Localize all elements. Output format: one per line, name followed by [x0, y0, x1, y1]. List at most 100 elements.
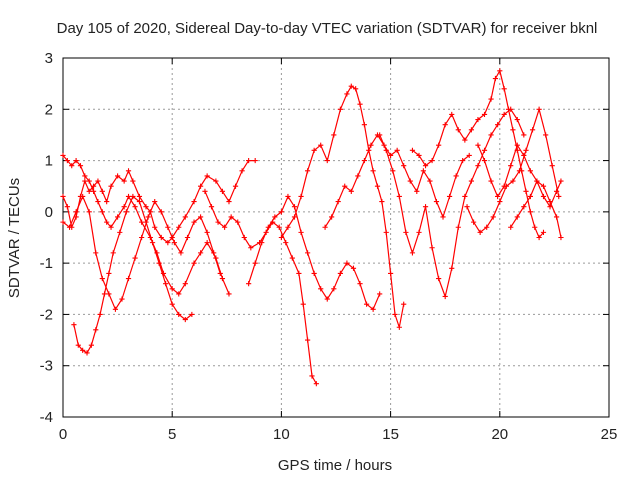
data-point: [543, 132, 549, 138]
data-point: [433, 199, 440, 205]
data-point: [84, 350, 90, 356]
x-tick-label: 0: [59, 426, 67, 443]
series-line: [477, 144, 562, 208]
satellite-track-09: [377, 106, 527, 300]
data-point: [125, 193, 132, 200]
data-point: [377, 132, 383, 138]
series-line: [204, 191, 317, 384]
data-point: [226, 291, 232, 297]
data-point: [176, 311, 182, 318]
data-point: [265, 224, 271, 230]
data-point: [558, 178, 564, 184]
data-point: [481, 111, 488, 118]
data-point: [383, 229, 389, 235]
data-point: [106, 291, 112, 297]
satellite-track-07: [278, 83, 407, 330]
data-point: [169, 301, 175, 307]
y-axis-title: SDTVAR / TECUs: [6, 178, 23, 298]
data-point: [311, 147, 317, 153]
data-point: [136, 199, 143, 205]
data-point: [368, 142, 374, 148]
data-point: [184, 234, 191, 241]
data-point: [394, 147, 400, 153]
data-point: [112, 306, 119, 312]
data-point: [379, 199, 385, 205]
data-point: [211, 250, 217, 256]
data-point: [468, 178, 475, 184]
satellite-track-03: [71, 193, 195, 356]
data-point: [495, 193, 501, 200]
data-point: [99, 188, 105, 194]
data-point: [527, 193, 533, 200]
data-point: [125, 275, 132, 282]
series-layer: [60, 68, 564, 387]
data-point: [176, 291, 182, 297]
data-point: [383, 147, 389, 153]
data-point: [529, 127, 536, 133]
data-point: [108, 183, 114, 189]
data-point: [409, 250, 416, 256]
data-point: [104, 219, 110, 225]
data-point: [536, 234, 542, 241]
chart-title: Day 105 of 2020, Sidereal Day-to-day VTE…: [57, 20, 598, 37]
data-point: [278, 209, 284, 215]
y-tick-labels: -4 -3 -2 -1 0 1 2 3: [40, 50, 53, 426]
data-point: [331, 286, 337, 292]
data-point: [388, 152, 394, 159]
data-point: [125, 168, 132, 174]
data-point: [60, 193, 66, 200]
data-point: [285, 224, 291, 230]
data-point: [553, 188, 560, 194]
data-point: [481, 157, 488, 164]
data-point: [540, 229, 547, 235]
data-point: [514, 116, 520, 123]
series-line: [73, 195, 193, 354]
data-point: [540, 193, 547, 200]
data-point: [462, 137, 468, 143]
data-point: [241, 234, 247, 241]
series-line: [248, 195, 381, 310]
x-tick-label: 25: [601, 426, 618, 443]
data-point: [477, 229, 483, 235]
data-point: [508, 163, 514, 169]
data-point: [80, 347, 86, 353]
data-point: [291, 214, 298, 220]
x-tick-label: 5: [168, 426, 176, 443]
data-point: [357, 281, 363, 287]
data-point: [95, 199, 101, 205]
satellite-track-08: [322, 132, 472, 230]
data-point: [215, 219, 221, 225]
data-point: [322, 224, 328, 230]
x-tick-label: 15: [382, 426, 399, 443]
data-point: [490, 214, 496, 220]
data-point: [495, 122, 501, 128]
satellite-track-04: [60, 193, 223, 312]
data-point: [191, 199, 197, 205]
data-point: [401, 301, 407, 307]
data-point: [335, 199, 341, 205]
data-point: [86, 209, 92, 215]
data-point: [492, 75, 499, 82]
data-point: [344, 260, 350, 266]
data-point: [139, 219, 145, 225]
series-line: [62, 195, 221, 310]
satellite-track-13: [475, 142, 564, 210]
data-point: [93, 250, 99, 256]
data-point: [296, 270, 302, 276]
data-point: [99, 209, 105, 215]
data-point: [324, 157, 330, 164]
data-point: [163, 281, 169, 287]
data-point: [73, 209, 79, 215]
data-point: [501, 86, 507, 92]
data-point: [208, 204, 215, 210]
data-point: [475, 163, 481, 169]
y-tick-label: -4: [40, 409, 53, 426]
satellite-track-06: [246, 193, 383, 312]
data-point: [136, 193, 143, 200]
data-point: [488, 132, 494, 138]
data-point: [309, 373, 315, 379]
data-point: [442, 122, 448, 128]
data-point: [532, 224, 538, 230]
data-point: [149, 240, 156, 246]
data-point: [353, 86, 359, 92]
